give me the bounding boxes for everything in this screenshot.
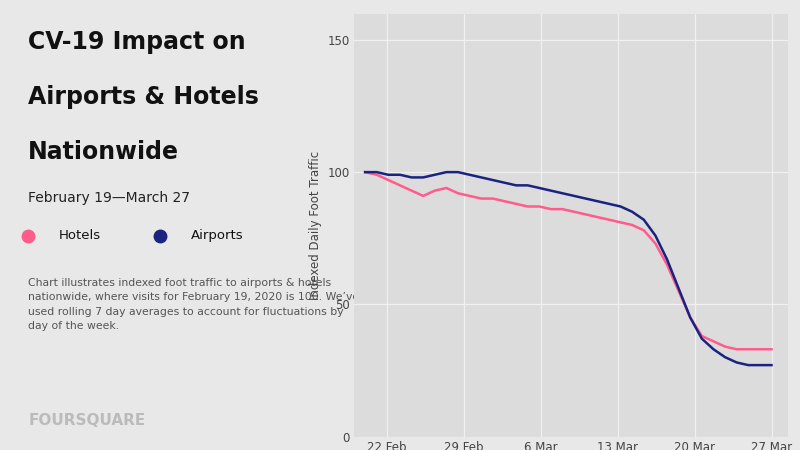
- Text: FOURSQUARE: FOURSQUARE: [28, 413, 146, 428]
- Text: Airports & Hotels: Airports & Hotels: [28, 86, 259, 109]
- Text: Nationwide: Nationwide: [28, 140, 179, 164]
- Text: Airports: Airports: [190, 229, 243, 242]
- Text: Hotels: Hotels: [58, 229, 101, 242]
- Y-axis label: Indexed Daily Foot Traffic: Indexed Daily Foot Traffic: [309, 150, 322, 300]
- Text: February 19—March 27: February 19—March 27: [28, 191, 190, 205]
- Text: CV-19 Impact on: CV-19 Impact on: [28, 31, 246, 54]
- Text: Chart illustrates indexed foot traffic to airports & hotels
nationwide, where vi: Chart illustrates indexed foot traffic t…: [28, 278, 359, 331]
